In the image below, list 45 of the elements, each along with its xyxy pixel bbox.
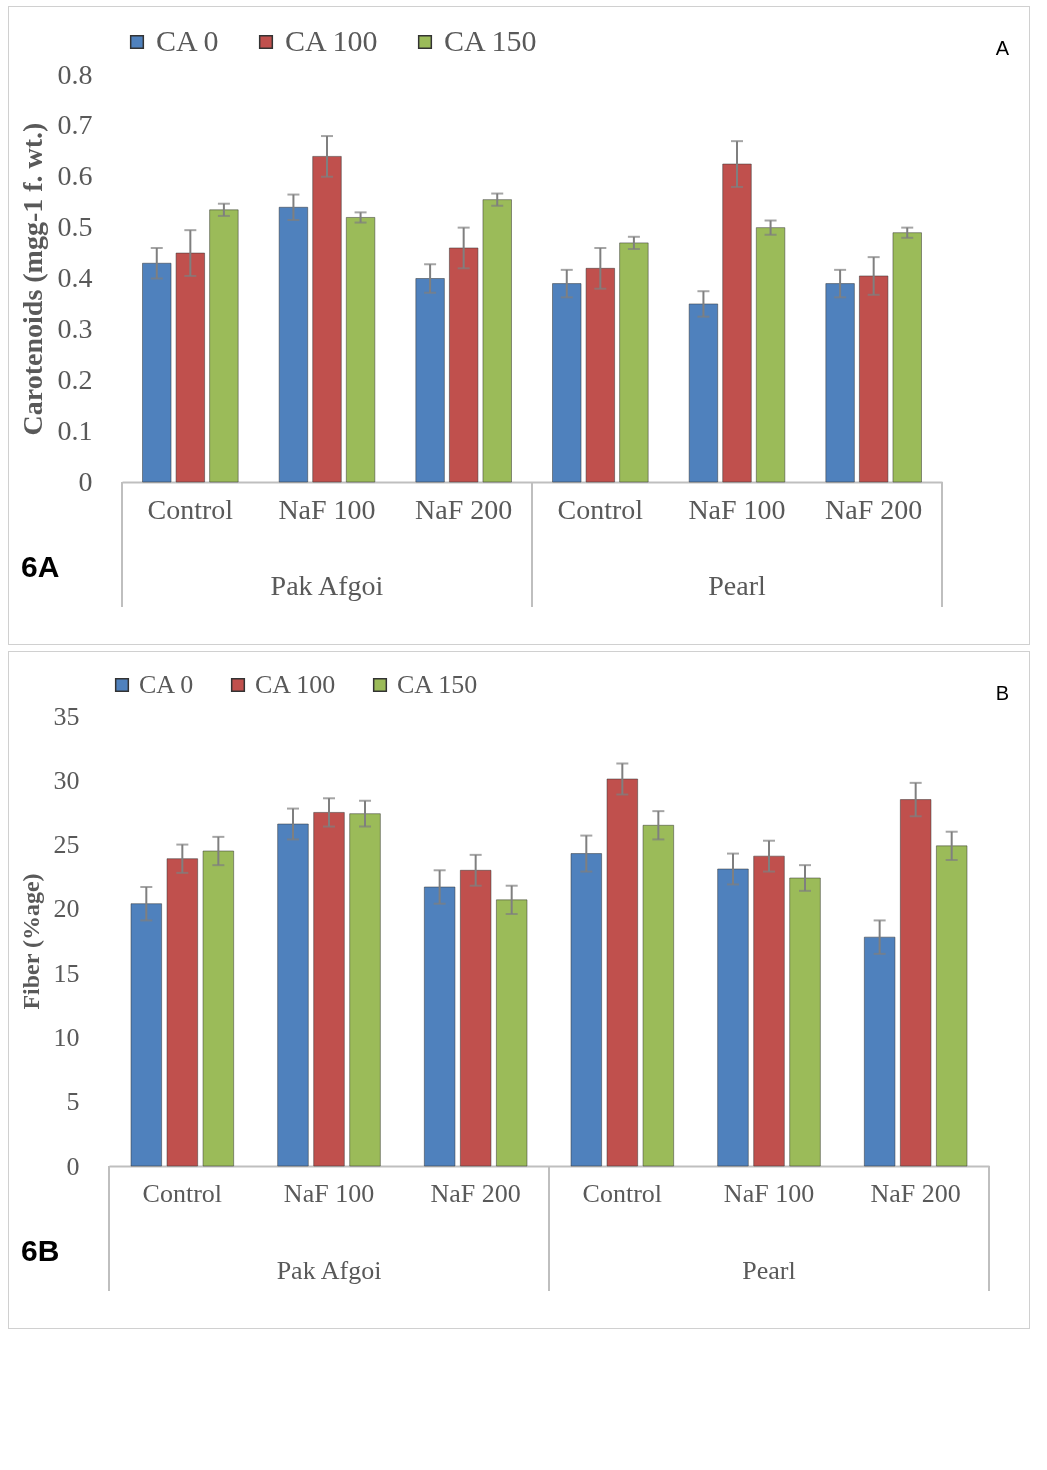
y-tick-label: 0.6 — [57, 160, 93, 192]
x-tick-label: NaF 100 — [688, 493, 786, 525]
y-tick-label: 25 — [53, 830, 80, 860]
legend-label: CA 100 — [255, 670, 336, 699]
y-tick-label: 0.4 — [57, 262, 93, 293]
y-tick-label: 0.2 — [57, 363, 93, 395]
legend-label: CA 150 — [397, 670, 478, 699]
x-tick-label: NaF 200 — [825, 493, 923, 525]
x-tick-label: NaF 100 — [283, 1178, 375, 1208]
y-tick-label: 0.8 — [57, 58, 93, 90]
x-tick-label: NaF 200 — [430, 1178, 521, 1208]
y-axis-title: Fiber (%age) — [17, 873, 44, 1010]
legend-label: CA 100 — [285, 24, 378, 57]
text: Pak Afgoi — [270, 570, 384, 601]
x-tick-label: Control — [582, 1178, 663, 1208]
y-tick-label: 5 — [66, 1087, 80, 1117]
text: Pearl — [742, 1256, 796, 1285]
text: B — [995, 682, 1009, 705]
y-tick-label: 35 — [53, 701, 80, 731]
y-tick-label: 0 — [66, 1151, 80, 1181]
y-tick-label: 0 — [78, 465, 93, 497]
y-tick-label: 15 — [53, 958, 80, 988]
y-tick-label: 0.1 — [57, 414, 93, 446]
y-tick-label: 20 — [53, 894, 80, 924]
text: A — [995, 37, 1009, 60]
y-tick-label: 0.7 — [57, 109, 93, 141]
legend-label: CA 0 — [139, 670, 194, 699]
legend-label: CA 150 — [444, 24, 537, 57]
legend-label: CA 0 — [156, 24, 219, 57]
text: 6A — [21, 550, 60, 584]
text: 6B — [21, 1234, 60, 1268]
x-tick-label: NaF 200 — [415, 493, 513, 525]
x-tick-label: NaF 100 — [278, 493, 376, 525]
x-tick-label: Control — [142, 1178, 223, 1208]
x-tick-label: NaF 100 — [723, 1178, 815, 1208]
y-tick-label: 10 — [53, 1022, 80, 1052]
y-tick-label: 30 — [53, 765, 80, 795]
text: Pearl — [708, 570, 766, 601]
y-tick-label: 0.5 — [57, 211, 93, 243]
text: Pak Afgoi — [276, 1256, 382, 1285]
y-tick-label: 0.3 — [57, 312, 93, 344]
x-tick-label: NaF 200 — [870, 1178, 961, 1208]
y-axis-title: Carotenoids (mgg-1 f. wt.) — [16, 122, 48, 436]
x-tick-label: Control — [557, 493, 644, 525]
x-tick-label: Control — [147, 493, 234, 525]
